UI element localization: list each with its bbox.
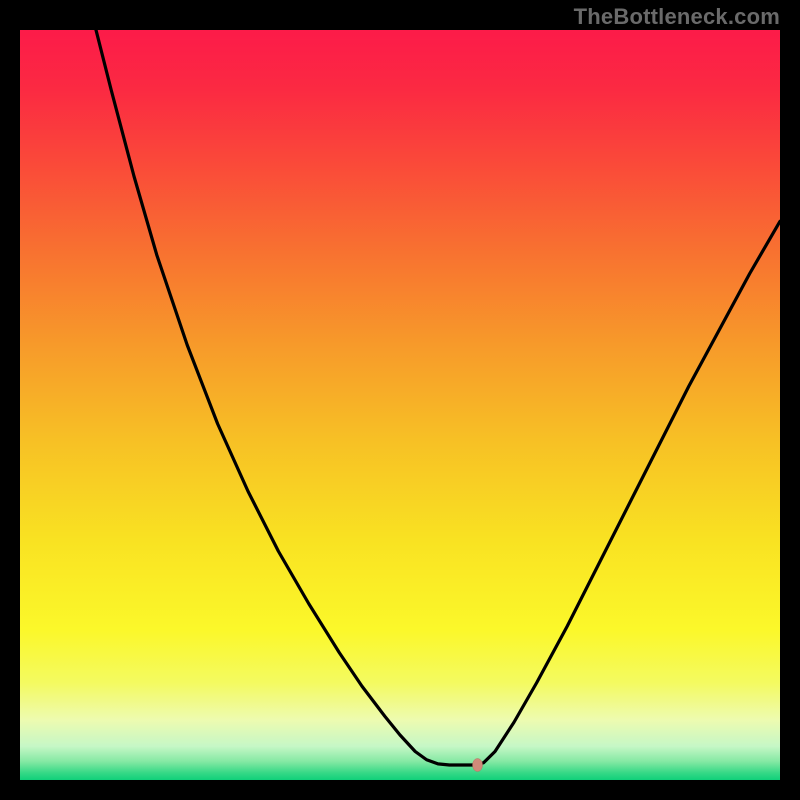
gradient-area [20,30,780,780]
plot-svg [20,30,780,780]
chart-frame: TheBottleneck.com [0,0,800,800]
optimal-point-marker [473,759,483,772]
watermark-label: TheBottleneck.com [574,4,780,30]
plot-area [20,30,780,780]
